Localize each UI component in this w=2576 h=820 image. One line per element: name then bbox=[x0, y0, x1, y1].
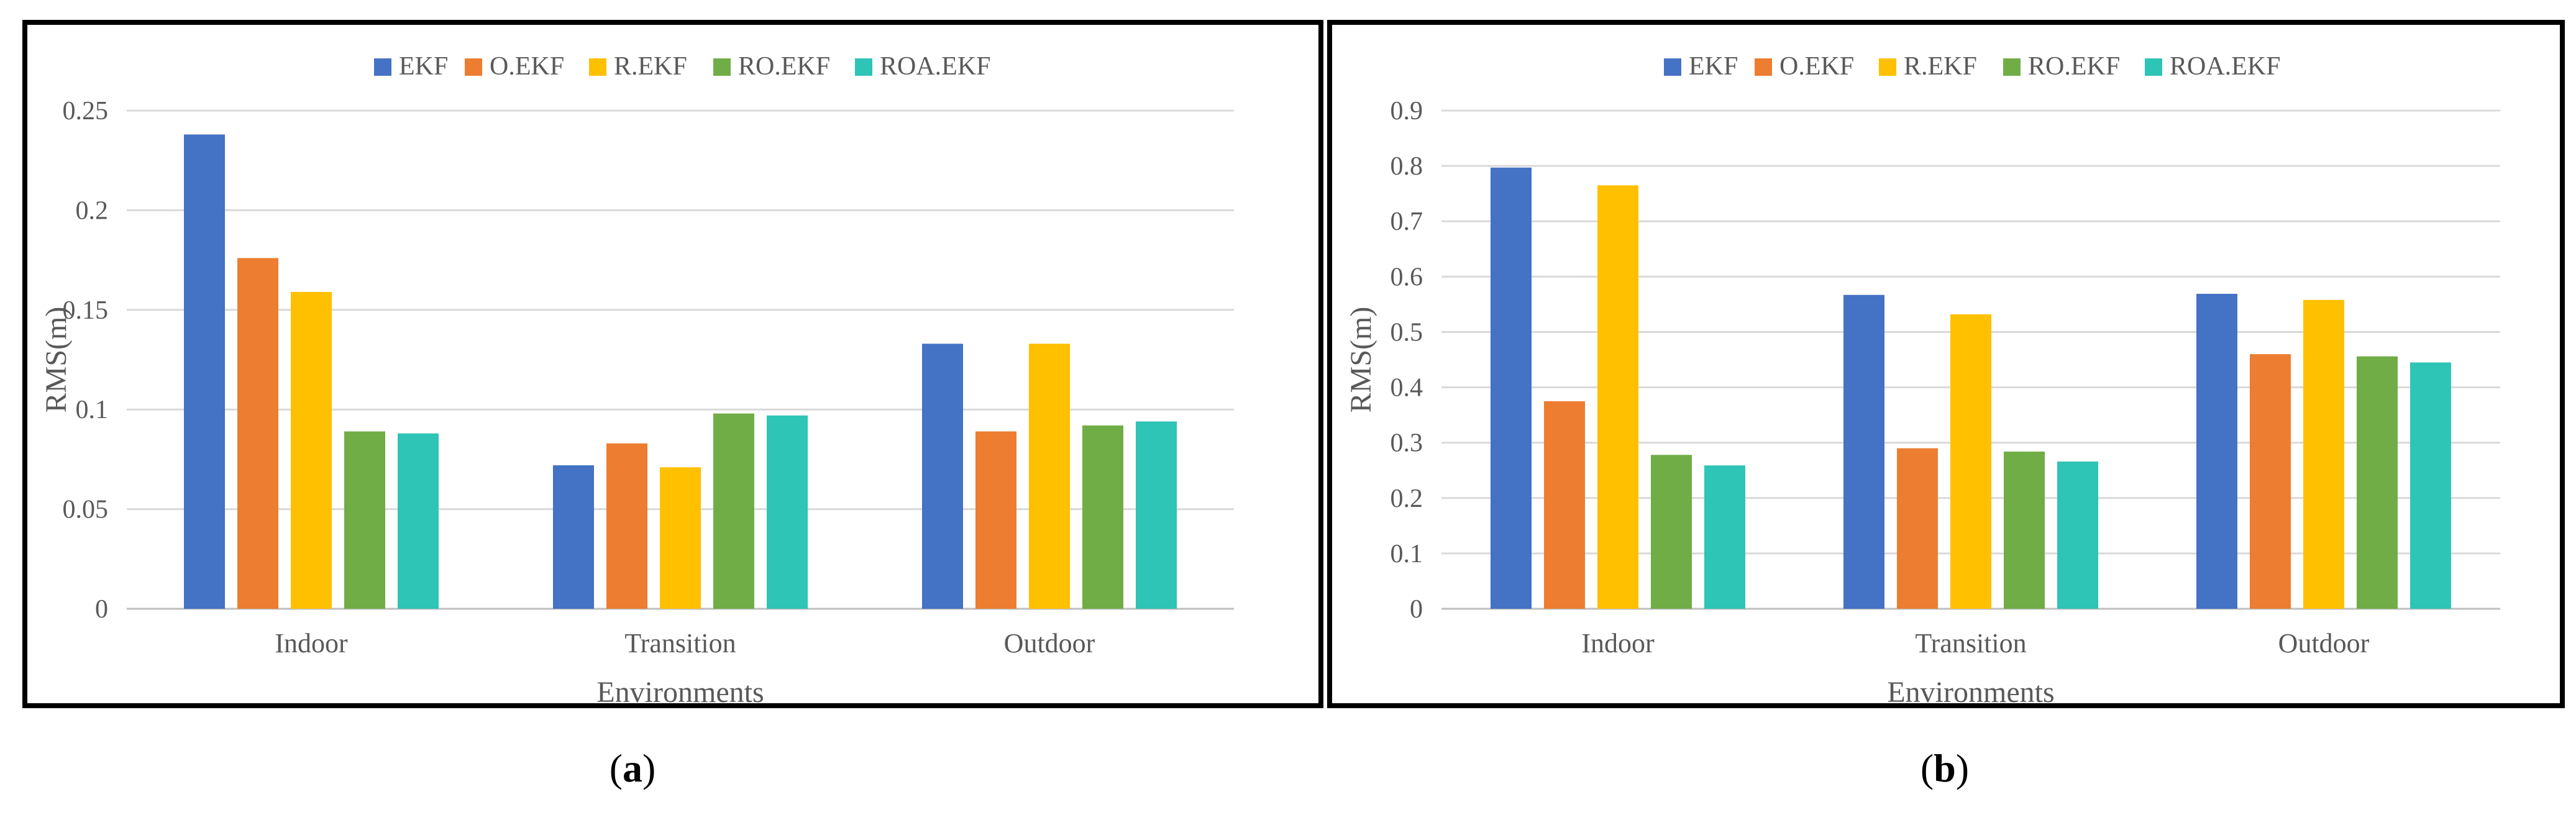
bar-o-ekf-transition bbox=[1897, 448, 1938, 609]
legend-swatch bbox=[589, 58, 606, 76]
legend-label: O.EKF bbox=[490, 52, 564, 81]
legend-label: RO.EKF bbox=[2028, 52, 2120, 81]
y-tick-label: 0.3 bbox=[1391, 429, 1423, 458]
bar-ro-ekf-outdoor bbox=[2357, 356, 2398, 609]
bar-r-ekf-outdoor bbox=[1029, 344, 1070, 609]
category-label: Outdoor bbox=[1004, 628, 1095, 658]
bar-r-ekf-outdoor bbox=[2303, 299, 2344, 609]
bar-ekf-transition bbox=[1843, 294, 1884, 609]
bar-ekf-outdoor bbox=[2196, 293, 2237, 609]
legend-swatch bbox=[1879, 58, 1896, 76]
y-tick-label: 0.7 bbox=[1391, 207, 1423, 236]
bar-roa-ekf-transition bbox=[767, 415, 808, 609]
bar-roa-ekf-outdoor bbox=[2410, 362, 2451, 609]
bar-r-ekf-indoor bbox=[291, 291, 332, 609]
bar-o-ekf-indoor bbox=[237, 258, 278, 609]
legend-swatch bbox=[2145, 58, 2162, 76]
y-tick-label: 0.4 bbox=[1391, 374, 1423, 403]
bar-roa-ekf-transition bbox=[2057, 461, 2098, 609]
x-axis-title: Environments bbox=[596, 676, 764, 703]
bar-r-ekf-transition bbox=[660, 467, 701, 609]
x-axis-title: Environments bbox=[1887, 676, 2054, 703]
legend-swatch bbox=[374, 58, 391, 76]
category-label: Transition bbox=[1915, 628, 2026, 658]
y-tick-label: 0.2 bbox=[1391, 485, 1423, 513]
category-label: Indoor bbox=[1581, 628, 1655, 658]
bar-o-ekf-indoor bbox=[1544, 401, 1585, 609]
legend-label: O.EKF bbox=[1779, 52, 1854, 81]
bar-ro-ekf-indoor bbox=[1651, 455, 1692, 609]
legend-swatch bbox=[1664, 58, 1681, 76]
legend-label: RO.EKF bbox=[738, 52, 830, 81]
y-tick-label: 0.15 bbox=[63, 296, 109, 325]
y-tick-label: 0.05 bbox=[63, 496, 109, 524]
caption-a-letter: a bbox=[623, 746, 642, 790]
bar-o-ekf-transition bbox=[606, 443, 647, 609]
y-tick-label: 0.8 bbox=[1391, 152, 1423, 181]
legend-swatch bbox=[1755, 58, 1772, 76]
bar-ro-ekf-transition bbox=[2004, 451, 2045, 609]
category-label: Outdoor bbox=[2278, 628, 2370, 658]
chart-panel-b: 0 0.1 0.2 0.3 0.4 0.5 0.6 0.7 0.8 0.9 Indoor Transi… bbox=[1327, 20, 2565, 708]
caption-a: (a) bbox=[609, 746, 656, 790]
bar-roa-ekf-outdoor bbox=[1136, 421, 1177, 609]
legend-swatch bbox=[465, 58, 482, 76]
y-axis-title: RMS(m) bbox=[40, 307, 73, 413]
legend-label: R.EKF bbox=[1904, 52, 1977, 81]
y-tick-label: 0.9 bbox=[1391, 97, 1423, 125]
y-tick-label: 0.1 bbox=[76, 396, 109, 424]
bar-r-ekf-indoor bbox=[1597, 185, 1638, 609]
y-tick-label: 0.5 bbox=[1391, 318, 1423, 347]
bar-o-ekf-outdoor bbox=[2250, 354, 2291, 609]
legend-label: R.EKF bbox=[614, 52, 687, 81]
y-tick-label: 0.1 bbox=[1391, 540, 1423, 568]
legend-swatch bbox=[855, 58, 872, 76]
y-tick-label: 0 bbox=[1410, 595, 1423, 624]
legend-label: ROA.EKF bbox=[2170, 52, 2281, 81]
chart-a-svg: 0 0.05 0.1 0.15 0.2 0.25 Indoor Transition Outdo… bbox=[40, 52, 1234, 703]
bar-roa-ekf-indoor bbox=[398, 433, 439, 609]
y-tick-label: 0.6 bbox=[1391, 263, 1423, 291]
bar-ekf-indoor bbox=[1491, 167, 1532, 609]
category-label: Indoor bbox=[275, 628, 348, 658]
legend-label: EKF bbox=[1689, 52, 1738, 81]
bar-ro-ekf-outdoor bbox=[1082, 425, 1123, 609]
bar-ekf-outdoor bbox=[922, 344, 963, 609]
bar-ekf-transition bbox=[553, 465, 594, 609]
bar-ro-ekf-indoor bbox=[344, 431, 385, 609]
chart-b-svg: 0 0.1 0.2 0.3 0.4 0.5 0.6 0.7 0.8 0.9 Indoor Transi… bbox=[1345, 52, 2500, 703]
bar-r-ekf-transition bbox=[1950, 314, 1991, 609]
bar-roa-ekf-indoor bbox=[1704, 465, 1745, 609]
bar-o-ekf-outdoor bbox=[975, 431, 1016, 609]
y-axis-title: RMS(m) bbox=[1345, 307, 1377, 413]
bar-ro-ekf-transition bbox=[713, 413, 754, 609]
bar-ekf-indoor bbox=[184, 134, 225, 609]
chart-panel-a: 0 0.05 0.1 0.15 0.2 0.25 Indoor Transition Outdo… bbox=[22, 20, 1323, 708]
y-tick-label: 0.25 bbox=[63, 97, 109, 125]
legend-label: EKF bbox=[399, 52, 448, 81]
y-tick-label: 0 bbox=[95, 595, 108, 624]
caption-b-letter: b bbox=[1934, 746, 1956, 790]
legend-label: ROA.EKF bbox=[880, 52, 991, 81]
caption-b: (b) bbox=[1920, 746, 1970, 790]
category-label: Transition bbox=[624, 628, 736, 658]
legend-swatch bbox=[2003, 58, 2021, 76]
legend-swatch bbox=[713, 58, 731, 76]
y-tick-label: 0.2 bbox=[76, 196, 109, 225]
